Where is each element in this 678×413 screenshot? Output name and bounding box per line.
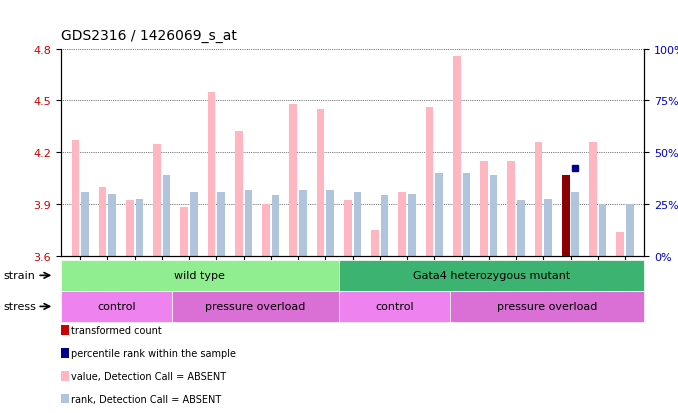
Bar	[235, 132, 243, 256]
Bar	[616, 232, 624, 256]
Bar	[217, 192, 225, 256]
Bar	[272, 196, 279, 256]
Bar	[626, 204, 634, 256]
Bar	[599, 204, 606, 256]
Bar	[180, 208, 188, 256]
Text: control: control	[375, 301, 414, 312]
Bar	[136, 199, 143, 256]
Bar	[408, 194, 416, 256]
Bar	[517, 201, 525, 256]
Bar	[562, 175, 570, 256]
Bar	[163, 175, 170, 256]
Text: rank, Detection Call = ABSENT: rank, Detection Call = ABSENT	[71, 394, 222, 404]
Text: Gata4 heterozygous mutant: Gata4 heterozygous mutant	[413, 271, 570, 281]
Bar	[490, 175, 498, 256]
Bar	[480, 161, 488, 256]
Bar	[435, 173, 443, 256]
Bar	[326, 191, 334, 256]
Bar	[262, 204, 270, 256]
Bar	[453, 57, 460, 256]
Text: pressure overload: pressure overload	[497, 301, 597, 312]
Bar	[353, 192, 361, 256]
Bar	[562, 175, 570, 256]
Text: wild type: wild type	[174, 271, 225, 281]
Bar	[462, 173, 470, 256]
Bar	[381, 196, 388, 256]
Text: pressure overload: pressure overload	[205, 301, 306, 312]
Bar	[290, 104, 297, 256]
Bar	[153, 144, 161, 256]
Bar	[317, 110, 324, 256]
Bar	[245, 191, 252, 256]
Bar	[426, 108, 433, 256]
Bar	[544, 199, 552, 256]
Bar	[572, 192, 579, 256]
Text: transformed count: transformed count	[71, 325, 162, 335]
Text: value, Detection Call = ABSENT: value, Detection Call = ABSENT	[71, 371, 226, 381]
Bar	[207, 93, 216, 256]
Bar	[126, 201, 134, 256]
Text: strain: strain	[3, 271, 35, 281]
Bar	[535, 142, 542, 256]
Bar	[71, 141, 79, 256]
Bar	[108, 194, 116, 256]
Bar	[589, 142, 597, 256]
Text: stress: stress	[3, 301, 36, 312]
Text: control: control	[97, 301, 136, 312]
Bar	[372, 230, 379, 256]
Text: GDS2316 / 1426069_s_at: GDS2316 / 1426069_s_at	[61, 29, 237, 43]
Bar	[344, 201, 352, 256]
Bar	[299, 191, 306, 256]
Bar	[399, 192, 406, 256]
Bar	[190, 192, 198, 256]
Bar	[507, 161, 515, 256]
Text: percentile rank within the sample: percentile rank within the sample	[71, 348, 236, 358]
Bar	[99, 187, 106, 256]
Bar	[81, 192, 89, 256]
